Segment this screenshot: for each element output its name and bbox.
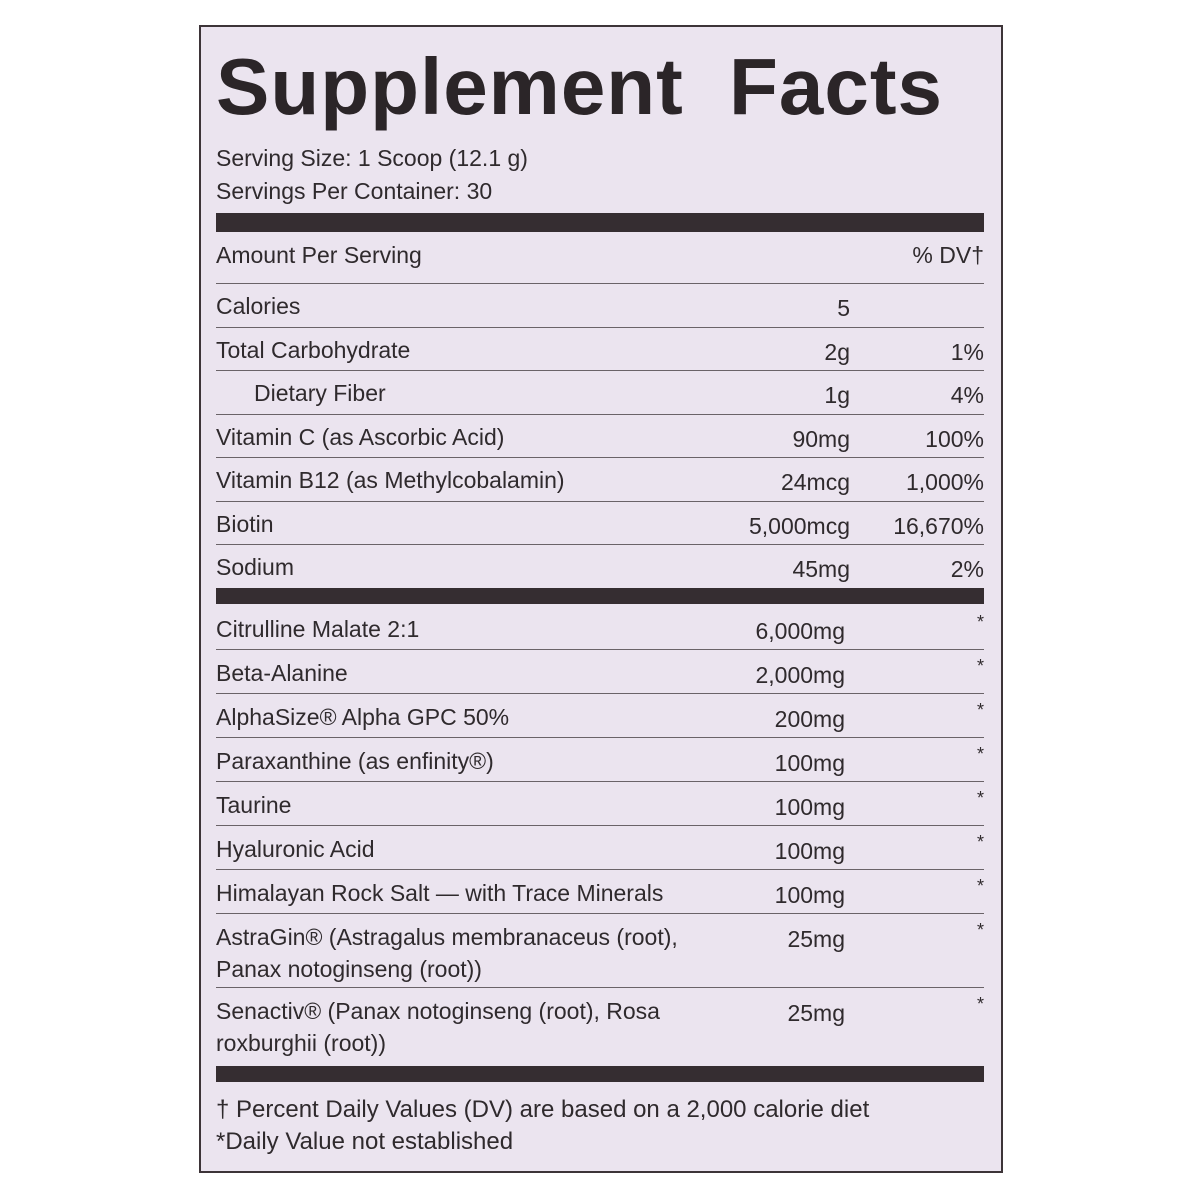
rule [216, 825, 984, 826]
rule [216, 326, 984, 328]
rule [216, 457, 984, 458]
nutrient-name: Dietary Fiber [254, 380, 386, 406]
rule [216, 283, 984, 284]
rule [216, 987, 984, 988]
ingredient-dv: * [976, 994, 984, 1014]
header-dv: % DV† [912, 242, 984, 268]
ingredient-dv: * [976, 656, 984, 676]
nutrient-amount: 5,000mcg [748, 512, 850, 539]
rule [216, 869, 984, 870]
nutrient-amount: 5 [837, 295, 850, 321]
nutrient-dv: 16,670% [893, 512, 984, 539]
ingredient-dv: * [976, 788, 984, 808]
nutrient-amount: 24mcg [780, 469, 850, 495]
nutrient-dv: 100% [925, 425, 984, 452]
ingredient-name: Citrulline Malate 2:1 [216, 616, 420, 642]
ingredient-name: Paraxanthine (as enfinity®) [216, 748, 494, 774]
nutrient-dv: 1% [950, 338, 984, 365]
ingredient-dv: * [976, 612, 984, 632]
nutrient-amount: 45mg [792, 556, 850, 582]
nutrient-name: Calories [216, 293, 301, 319]
nutrient-name: Vitamin C (as Ascorbic Acid) [216, 423, 505, 450]
ingredient-amount: 100mg [774, 750, 845, 776]
ingredient-amount: 100mg [774, 838, 845, 864]
ingredient-name: Himalayan Rock Salt — with Trace Mineral… [216, 880, 664, 906]
servings-per-container: Servings Per Container: 30 [216, 178, 493, 204]
ingredient-amount: 25mg [787, 1000, 845, 1026]
nutrient-dv: 4% [950, 382, 984, 408]
ingredient-name: Senactiv® (Panax notoginseng (root), Ros… [216, 998, 660, 1024]
ingredient-name: AlphaSize® Alpha GPC 50% [216, 704, 510, 730]
ingredient-name: Beta-Alanine [216, 660, 348, 686]
footnote: *Daily Value not established [216, 1128, 514, 1155]
rule [216, 544, 984, 545]
ingredient-amount: 6,000mg [755, 618, 845, 644]
thick-bar [216, 588, 984, 604]
rule [216, 781, 984, 782]
nutrient-name: Biotin [216, 510, 274, 537]
rule [216, 693, 984, 694]
ingredient-dv: * [976, 832, 984, 852]
ingredient-amount: 25mg [787, 926, 845, 952]
thick-bar [216, 213, 984, 232]
nutrient-name: Sodium [216, 554, 294, 580]
ingredient-name: Panax notoginseng (root)) [216, 956, 482, 982]
rule [216, 649, 984, 650]
rule [216, 370, 984, 371]
ingredient-amount: 100mg [774, 794, 845, 820]
ingredient-name: AstraGin® (Astragalus membranaceus (root… [216, 924, 678, 950]
nutrient-dv: 2% [950, 556, 984, 582]
serving-size: Serving Size: 1 Scoop (12.1 g) [216, 145, 528, 171]
rule [216, 413, 984, 415]
ingredient-name: Hyaluronic Acid [216, 836, 375, 862]
ingredient-amount: 100mg [774, 882, 845, 908]
nutrient-amount: 1g [824, 382, 850, 408]
nutrient-dv: 1,000% [905, 469, 984, 495]
nutrient-name: Vitamin B12 (as Methylcobalamin) [216, 467, 565, 493]
label-title: Supplement Facts [216, 42, 944, 131]
ingredient-dv: * [976, 744, 984, 764]
rule [216, 913, 984, 914]
ingredient-amount: 200mg [774, 706, 845, 732]
nutrient-amount: 90mg [792, 425, 850, 452]
nutrient-name: Total Carbohydrate [216, 336, 411, 363]
ingredient-name: Taurine [216, 792, 292, 818]
footnote: † Percent Daily Values (DV) are based on… [216, 1096, 870, 1123]
nutrient-amount: 2g [824, 338, 850, 365]
ingredient-dv: * [976, 920, 984, 940]
rule [216, 500, 984, 502]
ingredient-dv: * [976, 876, 984, 896]
rule [216, 737, 984, 738]
thick-bar [216, 1066, 984, 1082]
ingredient-name: roxburghii (root)) [216, 1030, 386, 1056]
header-amount: Amount Per Serving [216, 242, 422, 268]
ingredient-dv: * [976, 700, 984, 720]
ingredient-amount: 2,000mg [755, 662, 845, 688]
